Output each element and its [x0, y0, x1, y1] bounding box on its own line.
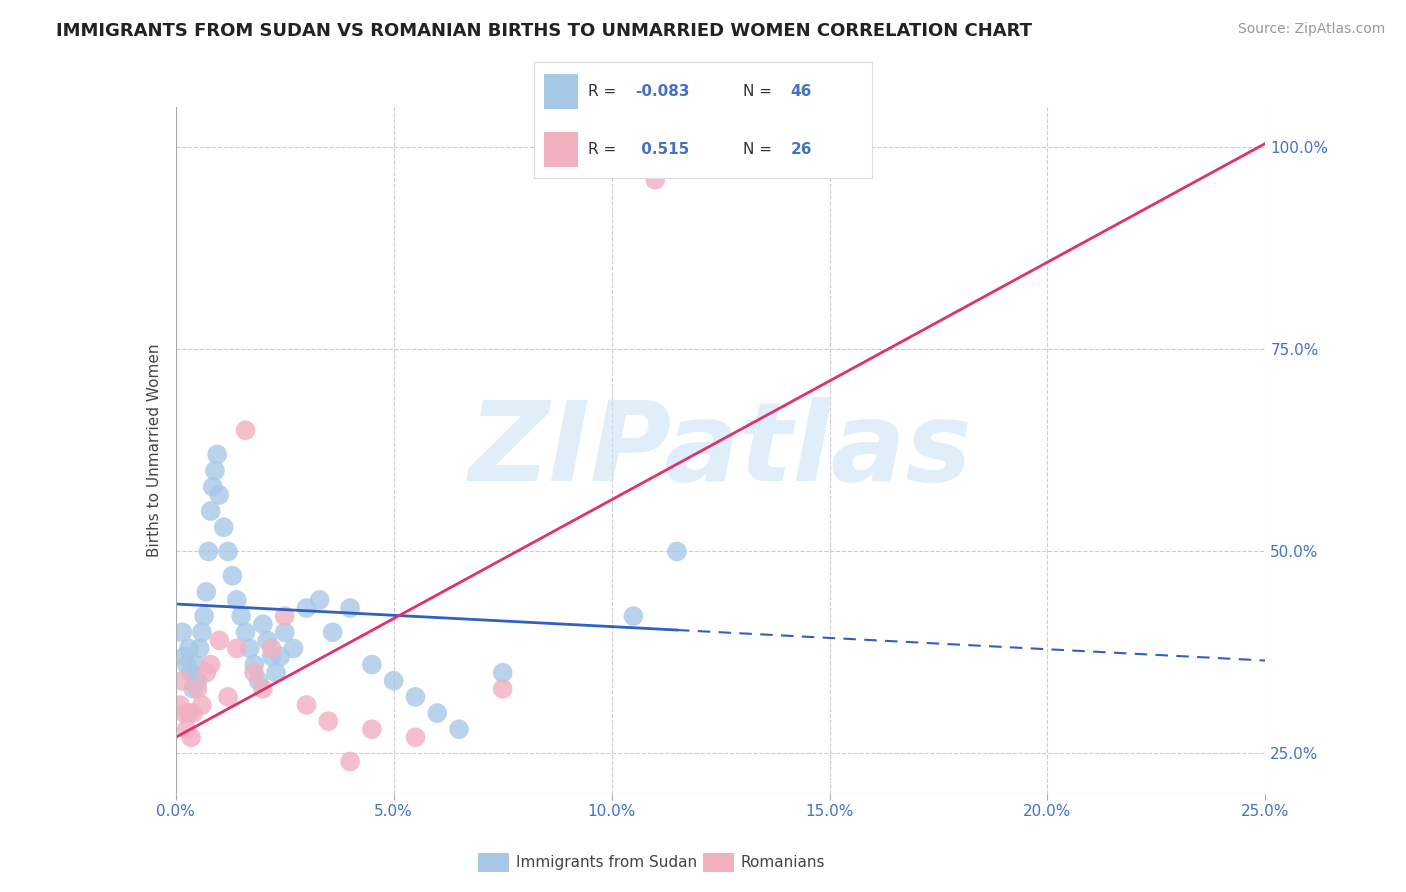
Point [256, 633, 278, 648]
Point [426, 706, 449, 720]
Text: 26: 26 [790, 142, 813, 157]
Point [382, 673, 405, 688]
Point [260, 649, 283, 664]
Text: N =: N = [744, 84, 778, 99]
Point [260, 641, 283, 656]
Point [173, 706, 195, 720]
Point [405, 731, 427, 745]
Point [231, 609, 253, 624]
FancyBboxPatch shape [544, 132, 578, 167]
Point [666, 544, 689, 558]
Point [176, 723, 198, 737]
Point [492, 681, 515, 696]
Point [339, 755, 361, 769]
Point [197, 544, 219, 558]
Point [235, 625, 257, 640]
Point [243, 665, 266, 680]
Point [204, 464, 226, 478]
Point [295, 698, 318, 712]
Point [212, 520, 235, 534]
Point [176, 657, 198, 672]
Point [339, 601, 361, 615]
Point [200, 657, 222, 672]
FancyBboxPatch shape [544, 74, 578, 109]
Point [205, 448, 228, 462]
Point [644, 173, 666, 187]
Point [322, 625, 344, 640]
Point [177, 706, 200, 720]
Point [217, 544, 239, 558]
Text: IMMIGRANTS FROM SUDAN VS ROMANIAN BIRTHS TO UNMARRIED WOMEN CORRELATION CHART: IMMIGRANTS FROM SUDAN VS ROMANIAN BIRTHS… [56, 22, 1032, 40]
Point [405, 690, 427, 704]
Point [172, 673, 194, 688]
Point [492, 665, 515, 680]
Point [225, 593, 247, 607]
Point [361, 657, 384, 672]
Y-axis label: Births to Unmarried Women: Births to Unmarried Women [146, 343, 162, 558]
Point [181, 681, 204, 696]
Text: N =: N = [744, 142, 778, 157]
Point [191, 698, 214, 712]
Point [186, 673, 209, 688]
Point [181, 706, 204, 720]
Point [274, 625, 297, 640]
Point [447, 723, 470, 737]
Point [239, 641, 262, 656]
Point [269, 649, 291, 664]
Point [308, 593, 330, 607]
Point [243, 657, 266, 672]
Point [295, 601, 318, 615]
Text: Source: ZipAtlas.com: Source: ZipAtlas.com [1237, 22, 1385, 37]
Text: ZIPatlas: ZIPatlas [468, 397, 973, 504]
Point [191, 625, 214, 640]
Point [195, 665, 218, 680]
Text: 46: 46 [790, 84, 813, 99]
Point [184, 657, 207, 672]
Point [186, 681, 209, 696]
Point [217, 690, 239, 704]
Text: Immigrants from Sudan: Immigrants from Sudan [516, 855, 697, 870]
Point [225, 641, 247, 656]
Text: -0.083: -0.083 [636, 84, 690, 99]
Text: R =: R = [588, 142, 621, 157]
Point [172, 625, 194, 640]
Point [274, 609, 297, 624]
Point [208, 488, 231, 502]
Point [361, 723, 384, 737]
Point [264, 665, 287, 680]
Text: R =: R = [588, 84, 621, 99]
Point [200, 504, 222, 518]
Point [173, 649, 195, 664]
Point [169, 698, 191, 712]
Point [252, 681, 274, 696]
Text: 0.515: 0.515 [636, 142, 689, 157]
Point [283, 641, 305, 656]
Point [201, 480, 224, 494]
Point [195, 585, 218, 599]
Point [621, 609, 644, 624]
Point [318, 714, 340, 728]
Point [221, 568, 243, 582]
Point [177, 641, 200, 656]
Point [247, 673, 270, 688]
Text: Romanians: Romanians [741, 855, 825, 870]
Point [235, 423, 257, 437]
Point [252, 617, 274, 632]
Point [193, 609, 215, 624]
Point [208, 633, 231, 648]
Point [180, 731, 202, 745]
Point [180, 665, 202, 680]
Point [188, 641, 211, 656]
